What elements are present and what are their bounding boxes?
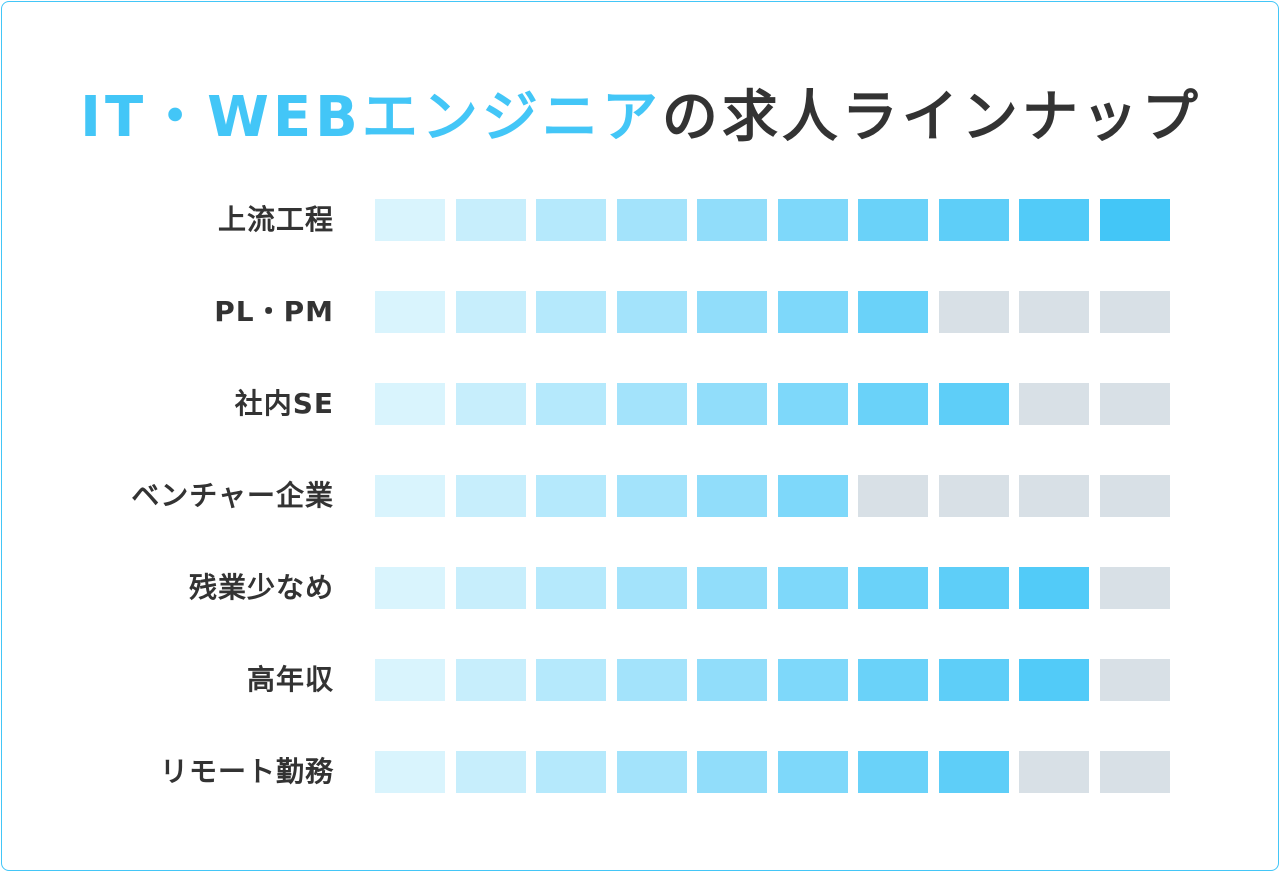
rating-cell-empty: [1100, 475, 1170, 517]
row-label: 社内SE: [234, 387, 334, 420]
row-label: ベンチャー企業: [131, 479, 334, 512]
rating-cell-filled: [617, 659, 687, 701]
rating-cell-empty: [1100, 291, 1170, 333]
page-title: IT・WEBエンジニアの求人ラインナップ: [0, 78, 1282, 158]
rating-cell-filled: [939, 751, 1009, 793]
row-label: 上流工程: [217, 203, 334, 236]
rating-cell-empty: [1019, 475, 1089, 517]
rating-cell-filled: [536, 291, 606, 333]
rating-cell-filled: [1019, 659, 1089, 701]
rating-cell-filled: [778, 567, 848, 609]
rating-cell-filled: [778, 383, 848, 425]
rating-cell-filled: [697, 291, 767, 333]
rating-cell-filled: [858, 291, 928, 333]
rating-cell-filled: [536, 751, 606, 793]
row-label: 高年収: [246, 663, 334, 696]
rating-cell-filled: [456, 567, 526, 609]
rating-cell-filled: [939, 199, 1009, 241]
rating-cell-empty: [1100, 751, 1170, 793]
rating-cell-filled: [778, 475, 848, 517]
rating-cell-filled: [778, 659, 848, 701]
rating-cell-filled: [456, 475, 526, 517]
rating-cell-filled: [375, 383, 445, 425]
rating-cell-filled: [456, 751, 526, 793]
rating-cell-empty: [1019, 751, 1089, 793]
rating-cell-filled: [778, 751, 848, 793]
rating-cell-filled: [375, 291, 445, 333]
rating-cell-empty: [939, 291, 1009, 333]
rating-cell-filled: [617, 567, 687, 609]
rating-cell-empty: [939, 475, 1009, 517]
title-rest: の求人ラインナップ: [661, 85, 1202, 150]
rating-cell-filled: [617, 291, 687, 333]
rating-cell-filled: [617, 751, 687, 793]
rating-cell-filled: [697, 199, 767, 241]
title-accent: IT・WEBエンジニア: [80, 85, 662, 150]
rating-cell-empty: [1100, 567, 1170, 609]
row-label: リモート勤務: [159, 755, 334, 788]
rating-cell-filled: [456, 291, 526, 333]
rating-cell-filled: [536, 659, 606, 701]
rating-cell-filled: [617, 199, 687, 241]
rating-cell-filled: [1019, 199, 1089, 241]
rating-cell-filled: [858, 383, 928, 425]
rating-cell-empty: [1100, 383, 1170, 425]
rating-cell-filled: [617, 383, 687, 425]
rating-cell-filled: [697, 751, 767, 793]
rating-cell-filled: [697, 475, 767, 517]
rating-cell-filled: [697, 567, 767, 609]
rating-cell-empty: [1019, 291, 1089, 333]
rating-cell-filled: [375, 475, 445, 517]
rating-cell-empty: [1100, 659, 1170, 701]
rating-cell-filled: [858, 751, 928, 793]
rating-cell-filled: [858, 567, 928, 609]
rating-cell-filled: [778, 291, 848, 333]
rating-cell-filled: [536, 567, 606, 609]
rating-cell-filled: [456, 199, 526, 241]
rating-cell-filled: [1019, 567, 1089, 609]
row-label: 残業少なめ: [188, 571, 334, 604]
rating-cell-filled: [536, 475, 606, 517]
rating-cell-filled: [697, 383, 767, 425]
rating-cell-filled: [456, 659, 526, 701]
rating-cell-filled: [939, 383, 1009, 425]
rating-cell-filled: [939, 567, 1009, 609]
rating-cell-filled: [456, 383, 526, 425]
rating-cell-filled: [375, 567, 445, 609]
rating-cell-filled: [375, 751, 445, 793]
rating-cell-filled: [375, 659, 445, 701]
rating-cell-filled: [375, 199, 445, 241]
row-label: PL・PM: [214, 295, 334, 328]
rating-cell-filled: [536, 383, 606, 425]
rating-cell-filled: [697, 659, 767, 701]
rating-cell-empty: [858, 475, 928, 517]
rating-cell-filled: [858, 659, 928, 701]
rating-cell-filled: [939, 659, 1009, 701]
rating-cell-filled: [617, 475, 687, 517]
rating-cell-filled: [536, 199, 606, 241]
rating-cell-filled: [1100, 199, 1170, 241]
rating-cell-filled: [858, 199, 928, 241]
rating-cell-filled: [778, 199, 848, 241]
rating-cell-empty: [1019, 383, 1089, 425]
